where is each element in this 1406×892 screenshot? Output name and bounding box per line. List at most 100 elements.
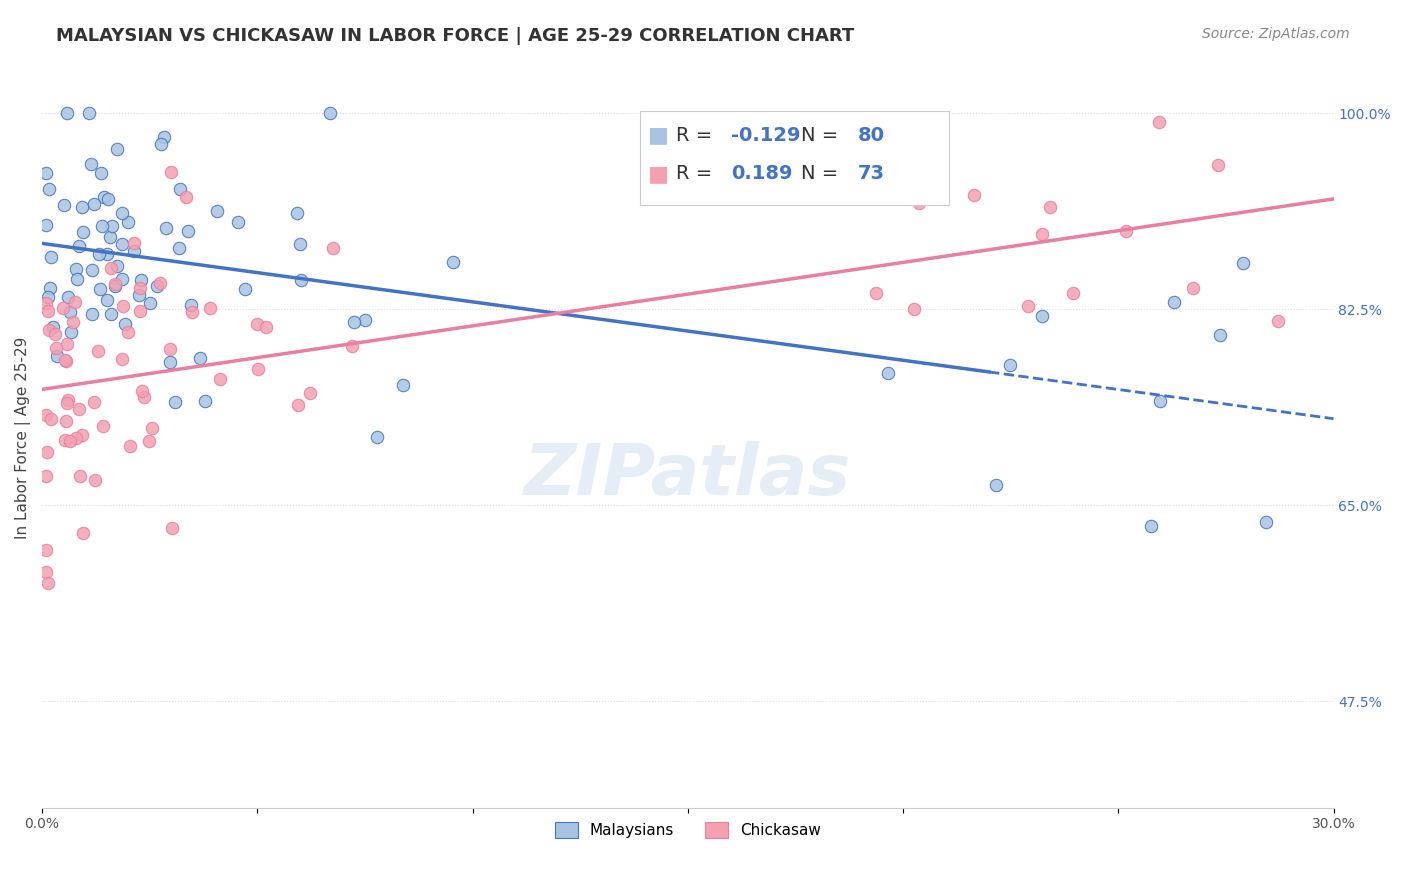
Point [290, 273, 312, 287]
Point [134, 390, 156, 404]
Point [65, 431, 87, 445]
Point [188, 351, 211, 365]
Point [55, 396, 77, 410]
Point [254, 320, 277, 334]
Point [55, 352, 77, 367]
Point [105, 259, 128, 273]
Point [100, 307, 122, 321]
Point [129, 280, 152, 294]
Point [903, 301, 925, 316]
Point [287, 398, 309, 412]
Point [39, 412, 62, 426]
Text: Source: ZipAtlas.com: Source: ZipAtlas.com [1202, 27, 1350, 41]
Point [122, 244, 145, 258]
Point [103, 277, 125, 291]
Point [207, 204, 229, 219]
Point [165, 394, 187, 409]
Point [233, 282, 256, 296]
Point [247, 361, 270, 376]
Point [1062, 285, 1084, 300]
Point [35, 295, 58, 310]
Point [907, 195, 929, 210]
Point [131, 384, 153, 399]
Point [37, 303, 59, 318]
Point [877, 366, 900, 380]
Point [56, 337, 79, 351]
Point [83, 473, 105, 487]
Point [77, 106, 100, 120]
Point [146, 279, 169, 293]
Point [366, 430, 388, 444]
Point [59, 305, 82, 319]
Point [35, 565, 58, 579]
Point [246, 317, 269, 331]
Point [1256, 515, 1278, 529]
Point [1139, 518, 1161, 533]
Point [65, 261, 87, 276]
Point [72, 427, 94, 442]
Point [111, 237, 134, 252]
Point [52, 198, 75, 212]
Point [441, 254, 464, 268]
Y-axis label: In Labor Force | Age 25-29: In Labor Force | Age 25-29 [15, 337, 31, 540]
Point [89, 282, 111, 296]
Point [37, 576, 59, 591]
Text: N =: N = [801, 164, 845, 184]
Point [159, 342, 181, 356]
Point [167, 241, 190, 255]
Text: -0.129: -0.129 [731, 126, 800, 145]
Point [1147, 115, 1170, 129]
Point [35, 218, 58, 232]
Point [111, 206, 134, 220]
Point [285, 205, 308, 219]
Point [322, 241, 344, 255]
Point [35, 166, 58, 180]
Point [37, 290, 59, 304]
Point [35, 408, 58, 422]
Point [141, 421, 163, 435]
Text: R =: R = [676, 164, 718, 184]
Point [104, 279, 127, 293]
Point [120, 439, 142, 453]
Point [226, 215, 249, 229]
Point [149, 277, 172, 291]
Point [1232, 255, 1254, 269]
Point [998, 359, 1021, 373]
Point [1017, 299, 1039, 313]
Point [91, 219, 114, 234]
Point [1149, 394, 1171, 409]
Point [343, 315, 366, 329]
Point [1039, 200, 1062, 214]
Point [180, 305, 202, 319]
Point [111, 351, 134, 366]
Point [1181, 281, 1204, 295]
Point [72, 225, 94, 239]
Point [67, 402, 90, 417]
Point [96, 246, 118, 260]
Text: 80: 80 [858, 126, 884, 145]
Point [105, 142, 128, 156]
Legend: Malaysians, Chickasaw: Malaysians, Chickasaw [548, 816, 827, 845]
Point [114, 317, 136, 331]
Point [56, 290, 79, 304]
Point [169, 181, 191, 195]
Point [1208, 157, 1230, 171]
Point [128, 288, 150, 302]
Point [37, 445, 59, 459]
Point [340, 339, 363, 353]
Text: 73: 73 [858, 164, 884, 184]
Point [89, 247, 111, 261]
Point [194, 394, 217, 409]
Point [55, 434, 77, 448]
Point [69, 469, 91, 483]
Point [35, 542, 58, 557]
Point [153, 129, 176, 144]
Point [62, 315, 84, 329]
Point [391, 378, 413, 392]
Point [138, 434, 160, 449]
Point [56, 393, 79, 408]
Point [159, 165, 181, 179]
Text: ■: ■ [648, 164, 669, 184]
Point [111, 272, 134, 286]
Point [180, 298, 202, 312]
